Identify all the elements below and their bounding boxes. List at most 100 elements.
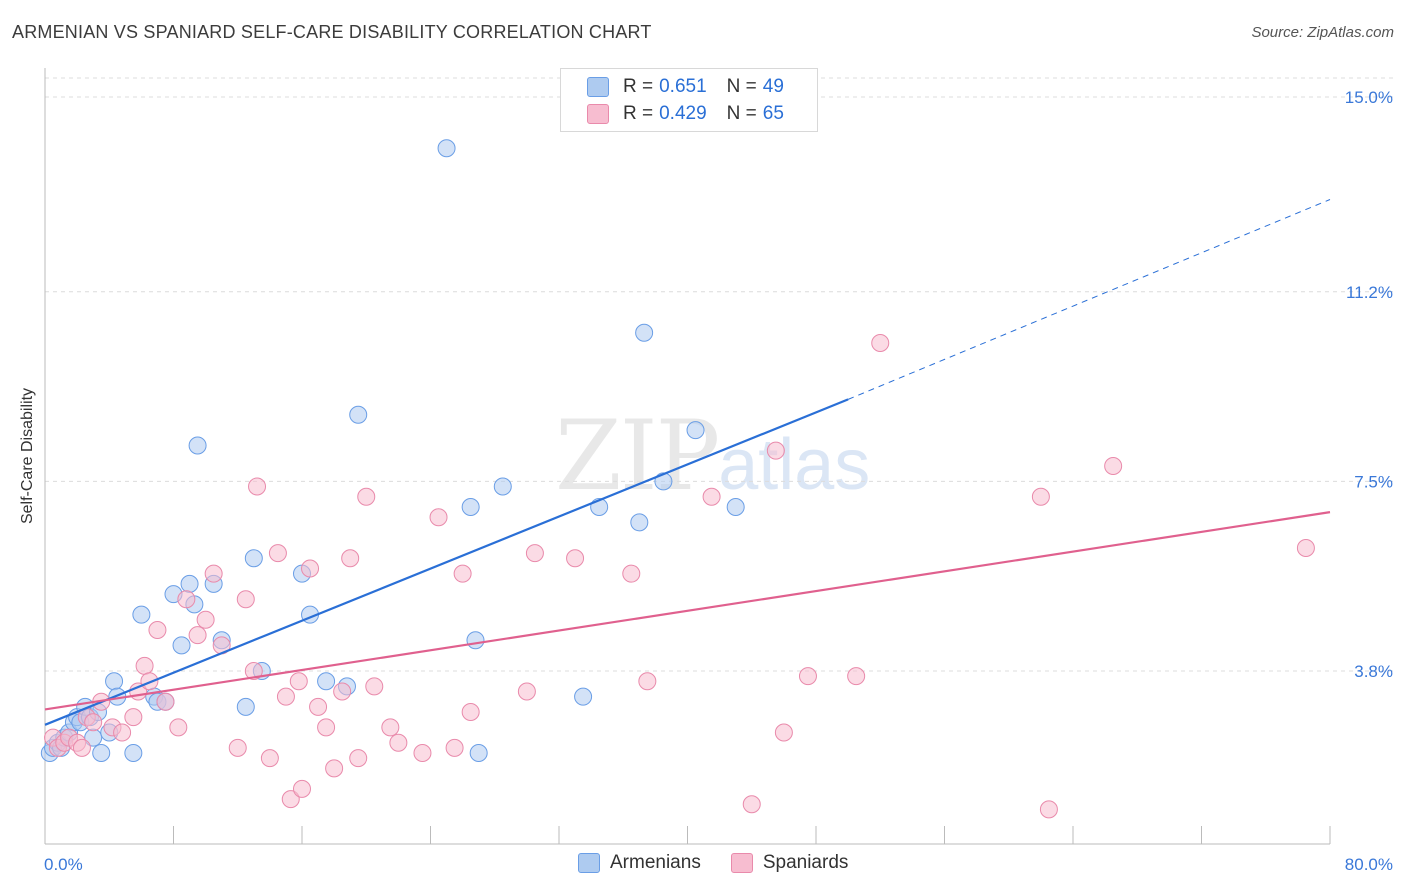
armenians-point [726,498,745,516]
spaniards-point [517,682,536,701]
spaniards-point [847,667,866,686]
legend-swatch-armenians [587,77,609,97]
spaniards-point [461,703,480,721]
armenians-point [349,405,368,424]
spaniards-point [742,795,761,814]
spaniards-point [871,334,890,352]
armenians-point [188,436,207,455]
y-tick-label: 15.0% [1345,88,1393,107]
spaniards-point [622,564,641,583]
legend-item-armenians: Armenians [578,852,701,874]
armenians-point [317,672,336,691]
armenians-point [630,513,649,532]
armenians-point [654,472,673,491]
armenians-point [92,744,111,762]
armenians-point [132,605,151,624]
armenians-point [236,697,255,716]
spaniards-point [228,738,247,757]
spaniards-point [148,621,167,639]
spaniards-trend-line [44,511,1331,711]
spaniards-point [260,749,279,768]
watermark-zip: ZIP [555,400,720,512]
spaniards-point [357,487,376,506]
source-label: Source: ZipAtlas.com [1251,24,1394,41]
spaniards-point [72,738,91,757]
spaniards-point [281,790,300,809]
spaniards-point [204,564,223,583]
spaniards-point [169,718,188,737]
legend-r-label: R = [623,103,654,124]
spaniards-point [289,672,308,691]
spaniards-point [301,559,320,578]
legend-n-value: 65 [762,103,784,124]
spaniards-point [381,718,400,737]
stats-legend: R = 0.651 N = 49 R = 0.429 N = 65 [560,68,818,132]
spaniards-point [429,508,448,527]
spaniards-point [445,738,464,757]
spaniards-point [236,590,255,609]
legend-row-spaniards: R = 0.429 N = 65 [587,102,784,126]
armenians-point [635,323,654,342]
legend-label-armenians: Armenians [610,852,701,873]
legend-row-armenians: R = 0.651 N = 49 [587,75,784,99]
legend-r-value: 0.651 [659,76,707,97]
spaniards-point [453,564,472,583]
x-tick-label: 0.0% [44,855,83,874]
spaniards-point [309,697,328,716]
spaniards-point [268,544,287,563]
spaniards-point [1039,800,1058,819]
spaniards-point [766,441,785,460]
y-tick-label: 7.5% [1354,472,1393,491]
legend-n-label: N = [726,103,757,124]
spaniards-point [413,744,432,762]
spaniards-point [124,708,143,727]
spaniards-point [566,549,585,568]
watermark-atlas: atlas [718,425,871,505]
chart-title: ARMENIAN VS SPANIARD SELF-CARE DISABILIT… [12,22,652,42]
spaniards-point [638,672,657,691]
spaniards-point [365,677,384,696]
spaniards-point [317,718,336,737]
legend-swatch-armenians [578,853,600,873]
legend-n-label: N = [726,76,757,97]
y-axis-label: Self-Care Disability [19,387,36,525]
armenians-point [172,636,191,655]
armenians-point [124,744,143,762]
armenians-point [469,744,488,762]
spaniards-point [1104,457,1123,475]
armenians-point [686,421,705,440]
spaniards-point [276,687,295,706]
armenians-point [574,687,593,706]
spaniards-point [135,656,154,675]
armenians-point [461,498,480,516]
legend-item-spaniards: Spaniards [730,852,849,874]
spaniards-point [798,667,817,686]
armenians-point [466,631,485,650]
spaniards-point [293,779,311,798]
y-tick-label: 3.8% [1354,662,1393,681]
armenians-point [105,672,124,691]
legend-n-value: 49 [762,76,784,97]
spaniards-point [244,662,263,680]
spaniards-point [325,759,344,778]
spaniards-point [140,672,159,691]
watermark: ZIPatlas [555,400,870,512]
spaniards-point [389,733,408,752]
spaniards-point [188,626,207,645]
spaniards-point [113,723,132,742]
spaniards-point [1296,539,1315,557]
spaniards-point [349,749,368,768]
spaniards-point [525,544,544,563]
legend-swatch-spaniards [730,853,753,873]
spaniards-point [248,477,267,496]
legend-swatch-spaniards [587,104,609,124]
armenians-point [437,139,456,158]
y-tick-label: 11.2% [1346,283,1393,302]
armenians-trend-extension [847,199,1331,400]
armenians-point [244,549,263,568]
armenians-trend-line [44,398,849,726]
series-legend: Armenians Spaniards [578,852,878,874]
spaniards-point [156,692,175,711]
spaniards-point [84,713,103,732]
legend-label-spaniards: Spaniards [762,852,849,873]
